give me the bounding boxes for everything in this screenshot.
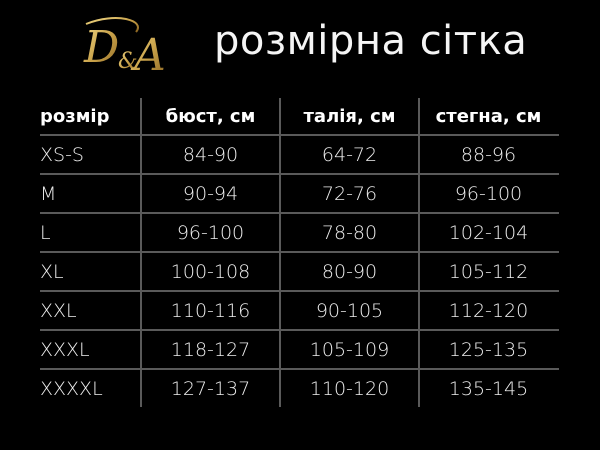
cell-bust: 110-116 <box>140 292 279 329</box>
table-row: XS-S 84-90 64-72 88-96 <box>40 134 559 173</box>
page-title: розмірна сітка <box>214 18 528 64</box>
size-table: розмір бюст, см талія, см стегна, см XS-… <box>40 98 559 407</box>
cell-bust: 90-94 <box>140 175 279 212</box>
table-row: M 90-94 72-76 96-100 <box>40 173 559 212</box>
cell-size: L <box>40 221 51 244</box>
column-header-waist: талія, см <box>279 98 418 134</box>
table-row: XXXXL 127-137 110-120 135-145 <box>40 368 559 407</box>
table-row: XXXL 118-127 105-109 125-135 <box>40 329 559 368</box>
cell-hips: 112-120 <box>418 292 557 329</box>
column-header-bust: бюст, см <box>140 98 279 134</box>
cell-bust: 96-100 <box>140 214 279 251</box>
cell-waist: 80-90 <box>279 253 418 290</box>
cell-waist: 105-109 <box>279 331 418 368</box>
cell-waist: 78-80 <box>279 214 418 251</box>
cell-waist: 90-105 <box>279 292 418 329</box>
cell-hips: 105-112 <box>418 253 557 290</box>
table-row: XL 100-108 80-90 105-112 <box>40 251 559 290</box>
svg-text:D: D <box>83 22 119 73</box>
cell-hips: 96-100 <box>418 175 557 212</box>
cell-waist: 64-72 <box>279 136 418 173</box>
table-row: L 96-100 78-80 102-104 <box>40 212 559 251</box>
cell-hips: 125-135 <box>418 331 557 368</box>
brand-logo: D & A <box>83 17 166 81</box>
svg-text:A: A <box>130 30 166 81</box>
svg-text:&: & <box>118 49 138 74</box>
cell-hips: 88-96 <box>418 136 557 173</box>
cell-size: XS-S <box>40 143 84 166</box>
cell-size: M <box>40 182 57 205</box>
cell-size: XL <box>40 260 64 283</box>
cell-size: XXXXL <box>40 377 103 400</box>
cell-bust: 100-108 <box>140 253 279 290</box>
cell-hips: 135-145 <box>418 370 557 407</box>
cell-bust: 127-137 <box>140 370 279 407</box>
column-header-size: розмір <box>40 105 110 127</box>
table-header-row: розмір бюст, см талія, см стегна, см <box>40 98 559 134</box>
cell-bust: 84-90 <box>140 136 279 173</box>
cell-waist: 72-76 <box>279 175 418 212</box>
cell-size: XXL <box>40 299 77 322</box>
table-row: XXL 110-116 90-105 112-120 <box>40 290 559 329</box>
column-header-hips: стегна, см <box>418 98 557 134</box>
cell-size: XXXL <box>40 338 90 361</box>
cell-waist: 110-120 <box>279 370 418 407</box>
cell-hips: 102-104 <box>418 214 557 251</box>
cell-bust: 118-127 <box>140 331 279 368</box>
